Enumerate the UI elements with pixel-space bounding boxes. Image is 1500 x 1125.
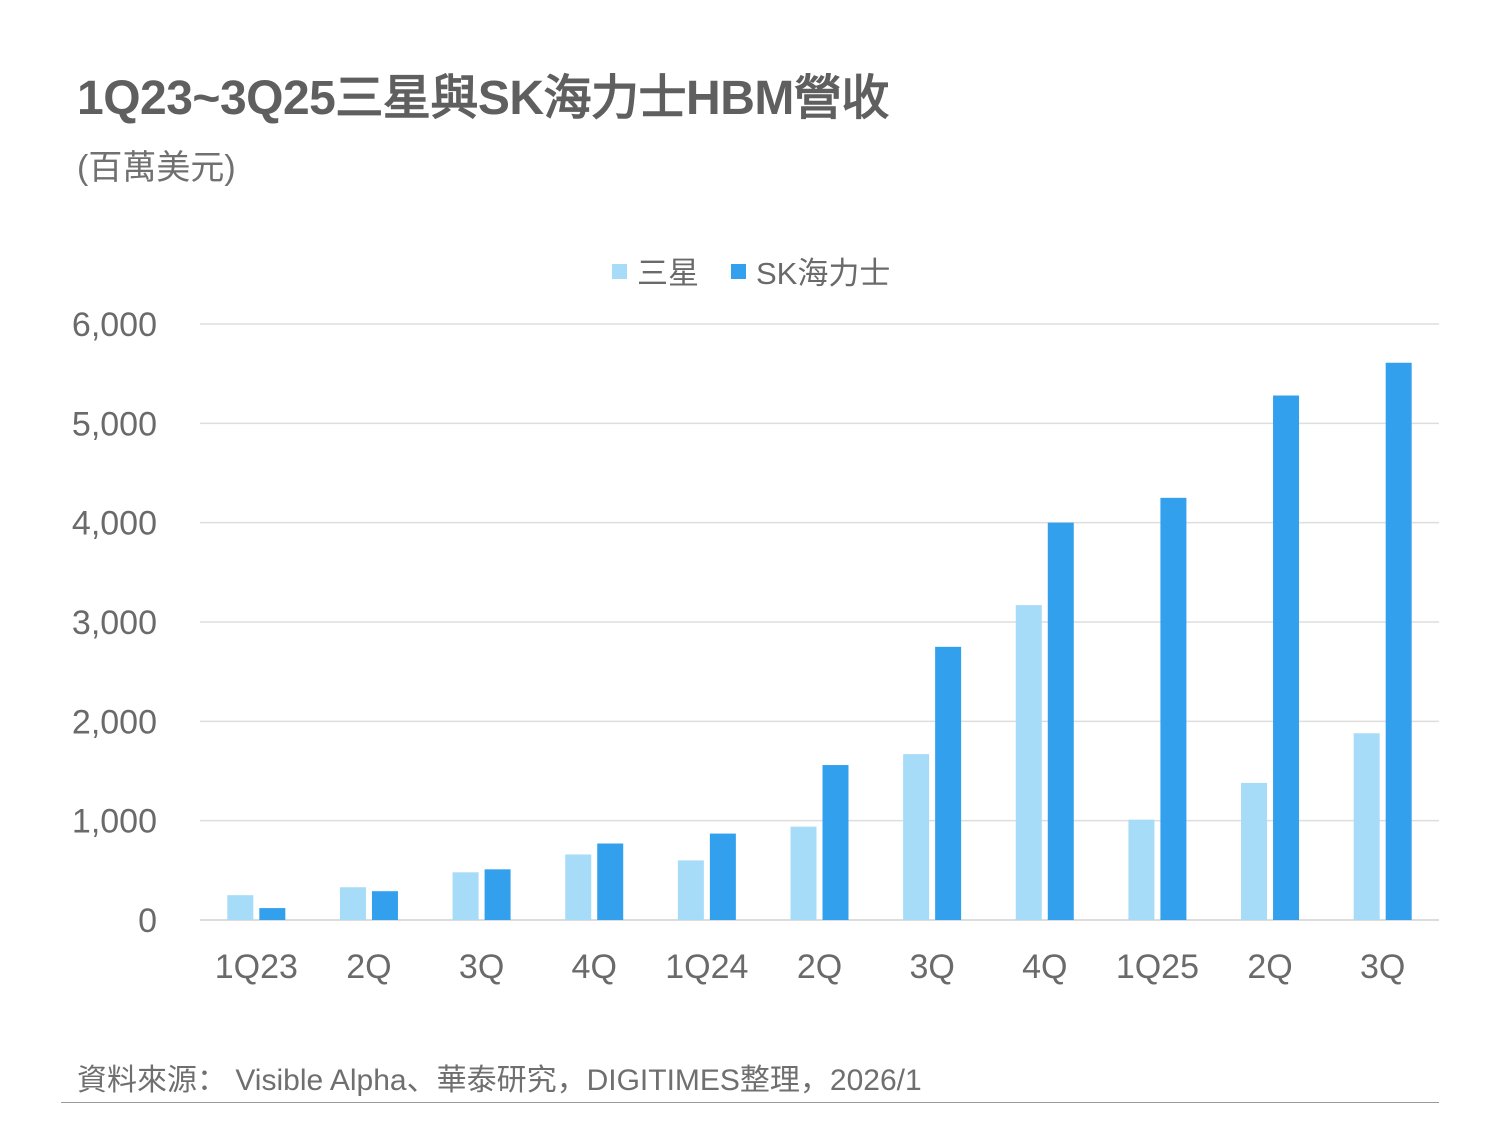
x-tick-label: 1Q24 (665, 948, 748, 986)
x-tick-label: 1Q23 (215, 948, 298, 986)
bar-samsung (790, 826, 817, 920)
y-tick-label: 1,000 (72, 803, 157, 841)
bar-samsung (1128, 819, 1155, 920)
x-tick-label: 2Q (797, 948, 842, 986)
bar-samsung (677, 860, 704, 920)
bar-sk-hynix (484, 869, 511, 920)
bar-samsung (227, 895, 254, 920)
x-tick-label: 4Q (572, 948, 617, 986)
x-tick-label: 2Q (1247, 948, 1292, 986)
legend-swatch (731, 264, 746, 279)
footer-divider (61, 1102, 1439, 1103)
bar-sk-hynix (709, 833, 736, 920)
x-tick-label: 1Q25 (1116, 948, 1199, 986)
bar-sk-hynix (935, 646, 962, 920)
bar-sk-hynix (1160, 497, 1187, 920)
bar-samsung (903, 754, 930, 920)
bar-sk-hynix (822, 765, 849, 920)
y-tick-label: 4,000 (72, 505, 157, 543)
bar-samsung (1353, 733, 1380, 920)
legend-swatch (612, 264, 627, 279)
bar-samsung (1241, 782, 1268, 920)
x-tick-label: 2Q (346, 948, 391, 986)
chart-unit-label: (百萬美元) (77, 149, 236, 187)
x-tick-label: 3Q (1360, 948, 1405, 986)
bar-sk-hynix (1385, 362, 1412, 920)
bar-samsung (452, 872, 479, 920)
y-tick-label: 2,000 (72, 703, 157, 741)
bar-samsung (1015, 605, 1042, 920)
bar-samsung (339, 887, 366, 920)
y-tick-label: 0 (138, 902, 157, 940)
x-tick-label: 4Q (1022, 948, 1067, 986)
y-tick-label: 5,000 (72, 405, 157, 443)
bar-sk-hynix (597, 843, 624, 920)
bar-sk-hynix (259, 908, 286, 920)
bar-sk-hynix (371, 891, 398, 920)
bar-sk-hynix (1047, 522, 1074, 920)
bar-sk-hynix (1273, 395, 1300, 920)
bar-samsung (565, 854, 592, 920)
source-note: 資料來源： Visible Alpha、華泰研究，DIGITIMES整理，202… (77, 1064, 922, 1097)
legend-label: SK海力士 (756, 256, 890, 291)
y-tick-label: 6,000 (72, 306, 157, 344)
chart-title: 1Q23~3Q25三星與SK海力士HBM營收 (77, 72, 889, 125)
x-tick-label: 3Q (459, 948, 504, 986)
x-tick-label: 3Q (909, 948, 954, 986)
y-tick-label: 3,000 (72, 604, 157, 642)
legend-label: 三星 (637, 256, 699, 291)
